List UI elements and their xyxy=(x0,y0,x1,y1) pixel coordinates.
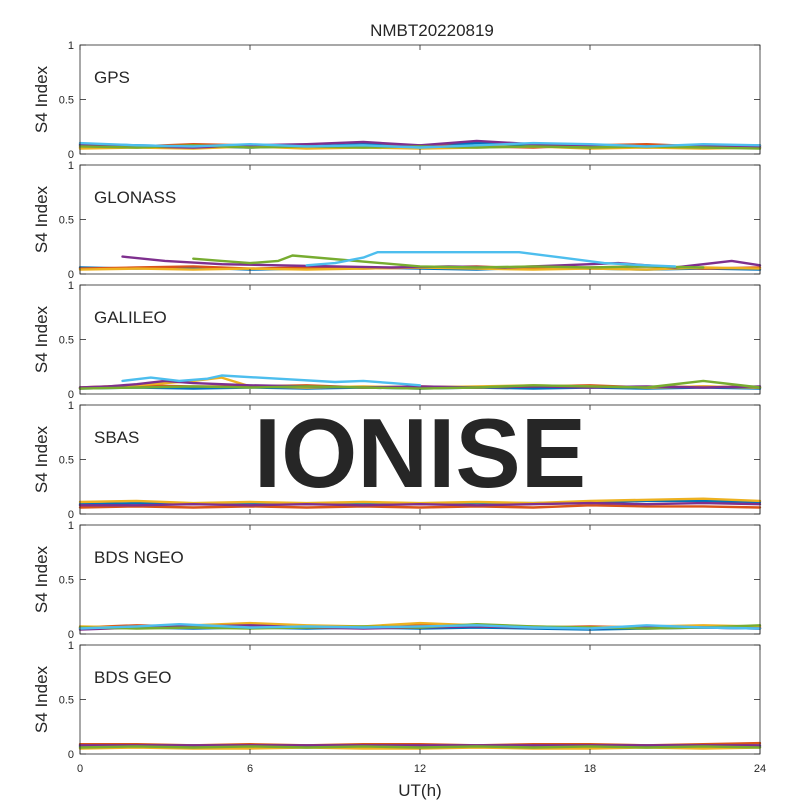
series-line xyxy=(78,141,762,149)
y-tick-label: 1 xyxy=(68,400,74,412)
y-tick-label: 0 xyxy=(68,749,74,761)
panel-label: BDS GEO xyxy=(94,668,171,687)
panel-background xyxy=(80,165,760,274)
series-line xyxy=(121,374,422,387)
y-tick-label: 1 xyxy=(68,520,74,532)
y-tick-label: 1 xyxy=(68,640,74,652)
series-line xyxy=(305,250,677,268)
panel-0: 0 0.5 1 S4 Index GPS xyxy=(32,40,762,161)
x-tick-label: 24 xyxy=(754,763,766,775)
panel-4: 0 0.5 1 S4 Index BDS NGEO xyxy=(32,520,762,641)
x-tick-label: 12 xyxy=(414,763,426,775)
panel-3: IONISE 0 0.5 1 S4 Index SBAS xyxy=(32,398,762,521)
panel-background xyxy=(80,45,760,154)
y-tick-label: 0 xyxy=(68,269,74,281)
watermark: IONISE xyxy=(254,398,586,508)
y-tick-label: 0 xyxy=(68,509,74,521)
y-tick-label: 0.5 xyxy=(59,335,74,347)
y-axis-label: S4 Index xyxy=(32,305,51,373)
panel-background xyxy=(80,405,760,514)
series-line xyxy=(78,504,762,509)
y-tick-label: 1 xyxy=(68,160,74,172)
y-axis-label: S4 Index xyxy=(32,665,51,733)
panel-label: GLONASS xyxy=(94,188,176,207)
series-line xyxy=(78,379,762,390)
x-tick-label: 6 xyxy=(247,763,253,775)
series-line xyxy=(78,501,762,507)
y-tick-label: 0.5 xyxy=(59,575,74,587)
x-axis-label: UT(h) xyxy=(398,781,441,800)
panel-background xyxy=(80,645,760,754)
panels-group: 0 0.5 1 S4 Index GPS 0 0.5 1 S4 Index GLONASS 0 0.5… xyxy=(32,40,766,775)
figure-title: NMBT20220819 xyxy=(370,21,494,40)
y-tick-label: 1 xyxy=(68,40,74,52)
y-axis-label: S4 Index xyxy=(32,185,51,253)
y-tick-label: 0.5 xyxy=(59,215,74,227)
panel-label: BDS NGEO xyxy=(94,548,184,567)
y-tick-label: 1 xyxy=(68,280,74,292)
y-tick-label: 0 xyxy=(68,389,74,401)
y-tick-label: 0 xyxy=(68,149,74,161)
y-axis-label: S4 Index xyxy=(32,425,51,493)
series-line xyxy=(78,623,762,630)
panel-1: 0 0.5 1 S4 Index GLONASS xyxy=(32,160,762,281)
y-axis-label: S4 Index xyxy=(32,545,51,613)
panel-label: SBAS xyxy=(94,428,139,447)
x-tick-label: 18 xyxy=(584,763,596,775)
y-tick-label: 0 xyxy=(68,629,74,641)
y-tick-label: 0.5 xyxy=(59,695,74,707)
panel-background xyxy=(80,285,760,394)
y-tick-label: 0.5 xyxy=(59,95,74,107)
panel-2: 0 0.5 1 S4 Index GALILEO xyxy=(32,280,762,401)
panel-label: GALILEO xyxy=(94,308,167,327)
series-line xyxy=(192,254,705,269)
panel-background xyxy=(80,525,760,634)
series-line xyxy=(78,745,762,749)
panel-label: GPS xyxy=(94,68,130,87)
y-tick-label: 0.5 xyxy=(59,455,74,467)
y-axis-label: S4 Index xyxy=(32,65,51,133)
x-tick-label: 0 xyxy=(77,763,83,775)
panel-5: 0 0.5 1 0 6 12 18 24 S4 Index BDS GEO xyxy=(32,640,766,775)
